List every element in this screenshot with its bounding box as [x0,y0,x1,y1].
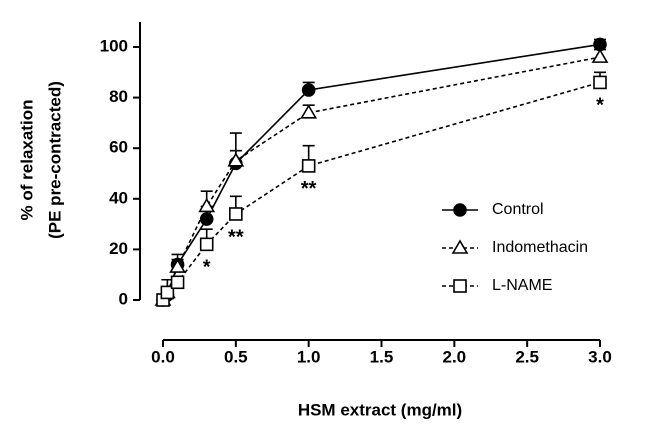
annotation: * [203,257,211,279]
legend-label: Control [492,201,544,218]
annotation: * [596,95,604,117]
x-tick-label: 3.0 [588,347,612,366]
data-point [160,285,175,300]
data-point [229,207,243,221]
legend-label: Indomethacin [492,239,588,256]
data-point [593,75,607,90]
y-tick-label: 60 [109,138,128,157]
data-point [199,212,214,226]
legend-marker [453,279,467,293]
annotation: ** [301,178,317,200]
legend-marker [453,203,467,217]
x-tick-label: 1.5 [370,347,394,366]
y-axis-label: % of relaxation [17,100,36,221]
data-point [169,258,186,273]
y-tick-label: 0 [119,289,128,308]
x-tick-label: 0.0 [151,347,175,366]
legend-label: L-NAME [492,277,552,294]
data-point [591,48,609,63]
data-point [199,237,214,252]
data-point [170,275,185,290]
x-axis-label: HSM extract (mg/ml) [298,400,462,419]
y-tick-label: 80 [109,87,128,106]
x-tick-label: 0.5 [224,347,248,366]
data-point [300,104,318,119]
x-tick-label: 2.0 [443,347,467,366]
x-tick-label: 1.0 [297,347,321,366]
data-point [301,83,316,97]
data-point [227,152,245,167]
x-tick-label: 2.5 [515,347,539,366]
y-tick-label: 100 [100,36,128,55]
data-point [198,197,216,213]
legend-marker [451,239,469,254]
y-axis-label: (PE pre-contracted) [45,81,64,239]
series-line [162,81,601,301]
y-tick-label: 40 [109,188,128,207]
data-point [301,159,316,173]
y-tick-label: 20 [109,239,128,258]
annotation: ** [228,226,244,248]
